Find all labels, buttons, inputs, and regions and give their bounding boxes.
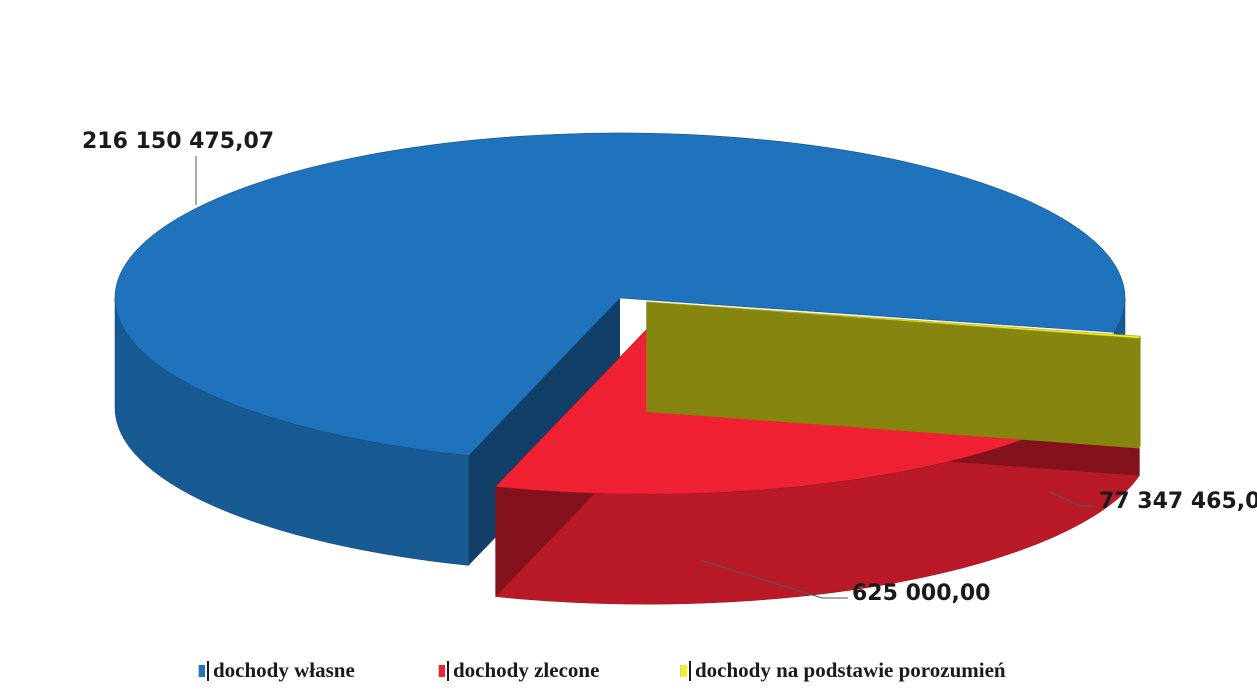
slice-cut-face: [646, 301, 1139, 449]
legend-label: dochody zlecone: [453, 658, 600, 682]
pie-slice-agreement: [646, 301, 1141, 450]
legend: dochody własne dochody zlecone dochody n…: [198, 658, 1098, 688]
legend-item-agreement-revenue: dochody na podstawie porozumień: [680, 658, 1006, 683]
data-label-agreement: 625 000,00: [852, 581, 990, 606]
data-label-own: 216 150 475,07: [82, 129, 274, 154]
legend-item-commissioned-revenue: dochody zlecone: [438, 658, 599, 683]
legend-swatch: [198, 664, 205, 677]
legend-swatch: [438, 664, 445, 677]
legend-label: dochody na podstawie porozumień: [695, 658, 1006, 682]
legend-item-own-revenue: dochody własne: [198, 658, 355, 683]
slice-top-face: [114, 132, 1126, 456]
data-label-commissioned: 77 347 465,00: [1099, 489, 1257, 514]
leader-line-commissioned: [1049, 491, 1095, 507]
legend-label: dochody własne: [213, 658, 355, 682]
slice-top-face: [646, 301, 1141, 339]
leader-line-agreement: [699, 559, 848, 599]
legend-swatch: [680, 664, 687, 677]
